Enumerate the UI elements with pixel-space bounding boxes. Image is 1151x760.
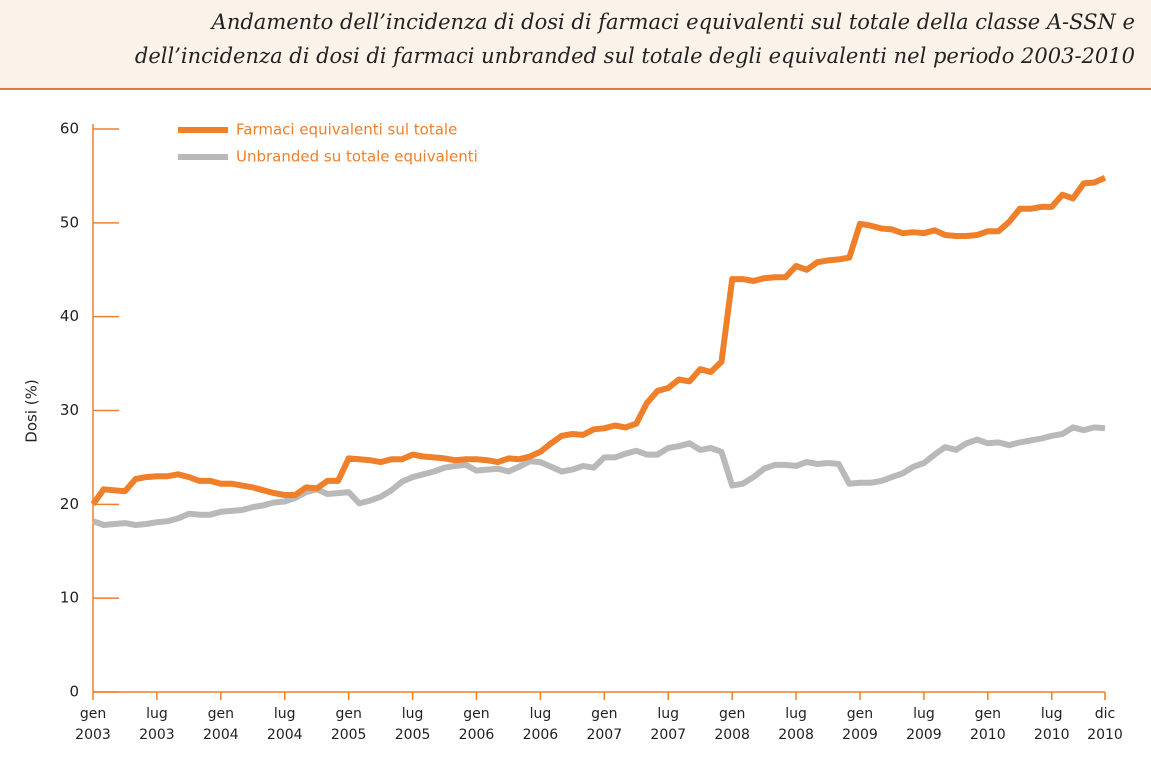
x-tick-label: lug 2006: [522, 706, 559, 743]
x-tick-label: gen 2009: [842, 706, 878, 743]
y-tick-label: 30: [60, 401, 79, 419]
x-tick-label: gen 2007: [586, 706, 623, 743]
chart-title: dell’incidenza di dosi di farmaci unbran…: [134, 44, 1135, 68]
x-tick-label: gen 2010: [969, 706, 1006, 743]
series-line: [91, 424, 1106, 528]
y-tick-label: 60: [60, 120, 79, 138]
chart-title: Andamento dell’incidenza di dosi di farm…: [211, 10, 1135, 34]
y-tick-label: 50: [60, 213, 79, 231]
x-tick-label: lug 2010: [1033, 706, 1070, 743]
y-axis-label: Dosi (%): [23, 379, 41, 442]
x-tick-label: gen 2003: [75, 706, 111, 743]
x-tick-label: gen 2004: [203, 706, 239, 743]
x-tick-label: lug 2009: [906, 706, 942, 743]
legend-label: Farmaci equivalenti sul totale: [236, 121, 457, 139]
y-tick-label: 40: [60, 307, 79, 325]
x-tick-label: lug 2005: [394, 706, 431, 743]
x-tick-label: lug 2007: [650, 706, 687, 743]
x-tick-label: dic 2010: [1087, 706, 1123, 743]
title-band: Andamento dell’incidenza di dosi di farm…: [0, 0, 1151, 90]
legend-label: Unbranded su totale equivalenti: [236, 148, 478, 166]
y-tick-label: 10: [60, 589, 79, 607]
y-tick-label: 0: [69, 683, 79, 701]
series-line: [90, 175, 1107, 507]
x-tick-label: lug 2008: [778, 706, 814, 743]
x-tick-label: lug 2004: [266, 706, 303, 743]
x-tick-label: gen 2005: [330, 706, 367, 743]
x-tick-label: gen 2006: [458, 706, 495, 743]
y-tick-label: 20: [60, 495, 79, 513]
x-tick-label: gen 2008: [714, 706, 750, 743]
x-tick-label: lug 2003: [139, 706, 175, 743]
